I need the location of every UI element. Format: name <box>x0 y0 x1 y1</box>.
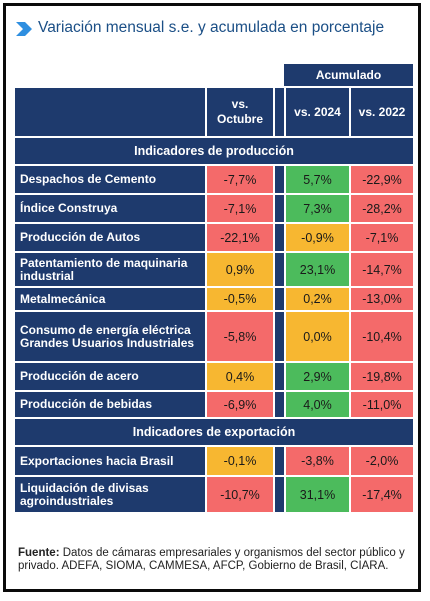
value-vs-octubre: -0,1% <box>205 447 273 477</box>
value-vs-2022: -10,4% <box>349 312 413 363</box>
value-vs-octubre: -22,1% <box>205 224 273 253</box>
indicator-label: Liquidación de divisas agroindustriales <box>15 477 205 514</box>
indicator-label: Consumo de energía eléctrica Grandes Usu… <box>15 312 205 363</box>
value-vs-octubre: -0,5% <box>205 288 273 312</box>
column-separator <box>273 477 284 514</box>
column-separator <box>273 363 284 392</box>
indicator-label: Producción de acero <box>15 363 205 392</box>
source-label: Fuente: <box>18 547 60 559</box>
value-vs-2022: -19,8% <box>349 363 413 392</box>
value-vs-2024: 0,0% <box>284 312 349 363</box>
table-row: Producción de Autos -22,1% -0,9% -7,1% <box>15 224 413 253</box>
header-label-cell <box>15 88 205 138</box>
value-vs-2024: 31,1% <box>284 477 349 514</box>
column-separator <box>273 312 284 363</box>
indicator-label: Patentamiento de maquinaria industrial <box>15 253 205 288</box>
indicator-label: Índice Construya <box>15 195 205 224</box>
table-row: Índice Construya -7,1% 7,3% -28,2% <box>15 195 413 224</box>
table-row: Exportaciones hacia Brasil -0,1% -3,8% -2,0… <box>15 447 413 477</box>
value-vs-octubre: -10,7% <box>205 477 273 514</box>
table-row: Metalmecánica -0,5% 0,2% -13,0% <box>15 288 413 312</box>
table-row: Producción de acero 0,4% 2,9% -19,8% <box>15 363 413 392</box>
table-row: Consumo de energía eléctrica Grandes Usu… <box>15 312 413 363</box>
value-vs-2022: -2,0% <box>349 447 413 477</box>
value-vs-2022: -17,4% <box>349 477 413 514</box>
table-row: Patentamiento de maquinaria industrial 0,… <box>15 253 413 288</box>
column-header-vs-octubre: vs. Octubre <box>205 88 273 138</box>
value-vs-2022: -28,2% <box>349 195 413 224</box>
value-vs-octubre: 0,9% <box>205 253 273 288</box>
value-vs-octubre: -5,8% <box>205 312 273 363</box>
indicator-label: Producción de bebidas <box>15 392 205 419</box>
value-vs-octubre: 0,4% <box>205 363 273 392</box>
column-separator <box>273 288 284 312</box>
column-separator <box>273 166 284 195</box>
accumulated-group-header: Acumulado <box>284 64 413 88</box>
value-vs-2022: -11,0% <box>349 392 413 419</box>
value-vs-2024: 7,3% <box>284 195 349 224</box>
indicator-label: Despachos de Cemento <box>15 166 205 195</box>
column-header-vs-2024: vs. 2024 <box>284 88 349 138</box>
value-vs-octubre: -7,7% <box>205 166 273 195</box>
value-vs-2024: 4,0% <box>284 392 349 419</box>
indicator-label: Producción de Autos <box>15 224 205 253</box>
value-vs-2022: -22,9% <box>349 166 413 195</box>
report-frame: Variación mensual s.e. y acumulada en po… <box>3 3 421 592</box>
value-vs-2024: 0,2% <box>284 288 349 312</box>
column-separator <box>273 224 284 253</box>
value-vs-octubre: -6,9% <box>205 392 273 419</box>
value-vs-2022: -13,0% <box>349 288 413 312</box>
indicator-label: Exportaciones hacia Brasil <box>15 447 205 477</box>
value-vs-2024: -0,9% <box>284 224 349 253</box>
table-row: Despachos de Cemento -7,7% 5,7% -22,9% <box>15 166 413 195</box>
table-row: Liquidación de divisas agroindustriales -… <box>15 477 413 514</box>
chevron-right-icon <box>16 22 32 36</box>
section-header: Indicadores de exportación <box>15 419 413 447</box>
value-vs-2022: -7,1% <box>349 224 413 253</box>
value-vs-2022: -14,7% <box>349 253 413 288</box>
table-row: Producción de bebidas -6,9% 4,0% -11,0% <box>15 392 413 419</box>
indicators-table: Acumulado vs. Octubre vs. 2024 vs. 2022 … <box>15 64 413 514</box>
value-vs-2024: -3,8% <box>284 447 349 477</box>
value-vs-2024: 5,7% <box>284 166 349 195</box>
column-separator <box>273 392 284 419</box>
header-separator <box>273 88 284 138</box>
section-header: Indicadores de producción <box>15 138 413 166</box>
value-vs-2024: 23,1% <box>284 253 349 288</box>
value-vs-2024: 2,9% <box>284 363 349 392</box>
column-separator <box>273 195 284 224</box>
indicator-label: Metalmecánica <box>15 288 205 312</box>
report-title: Variación mensual s.e. y acumulada en po… <box>38 19 385 36</box>
source-text: Datos de cámaras empresariales y organis… <box>18 547 405 572</box>
column-separator <box>273 253 284 288</box>
value-vs-octubre: -7,1% <box>205 195 273 224</box>
column-header-vs-2022: vs. 2022 <box>349 88 413 138</box>
source-footer: Fuente: Datos de cámaras empresariales y… <box>18 547 413 573</box>
column-separator <box>273 447 284 477</box>
